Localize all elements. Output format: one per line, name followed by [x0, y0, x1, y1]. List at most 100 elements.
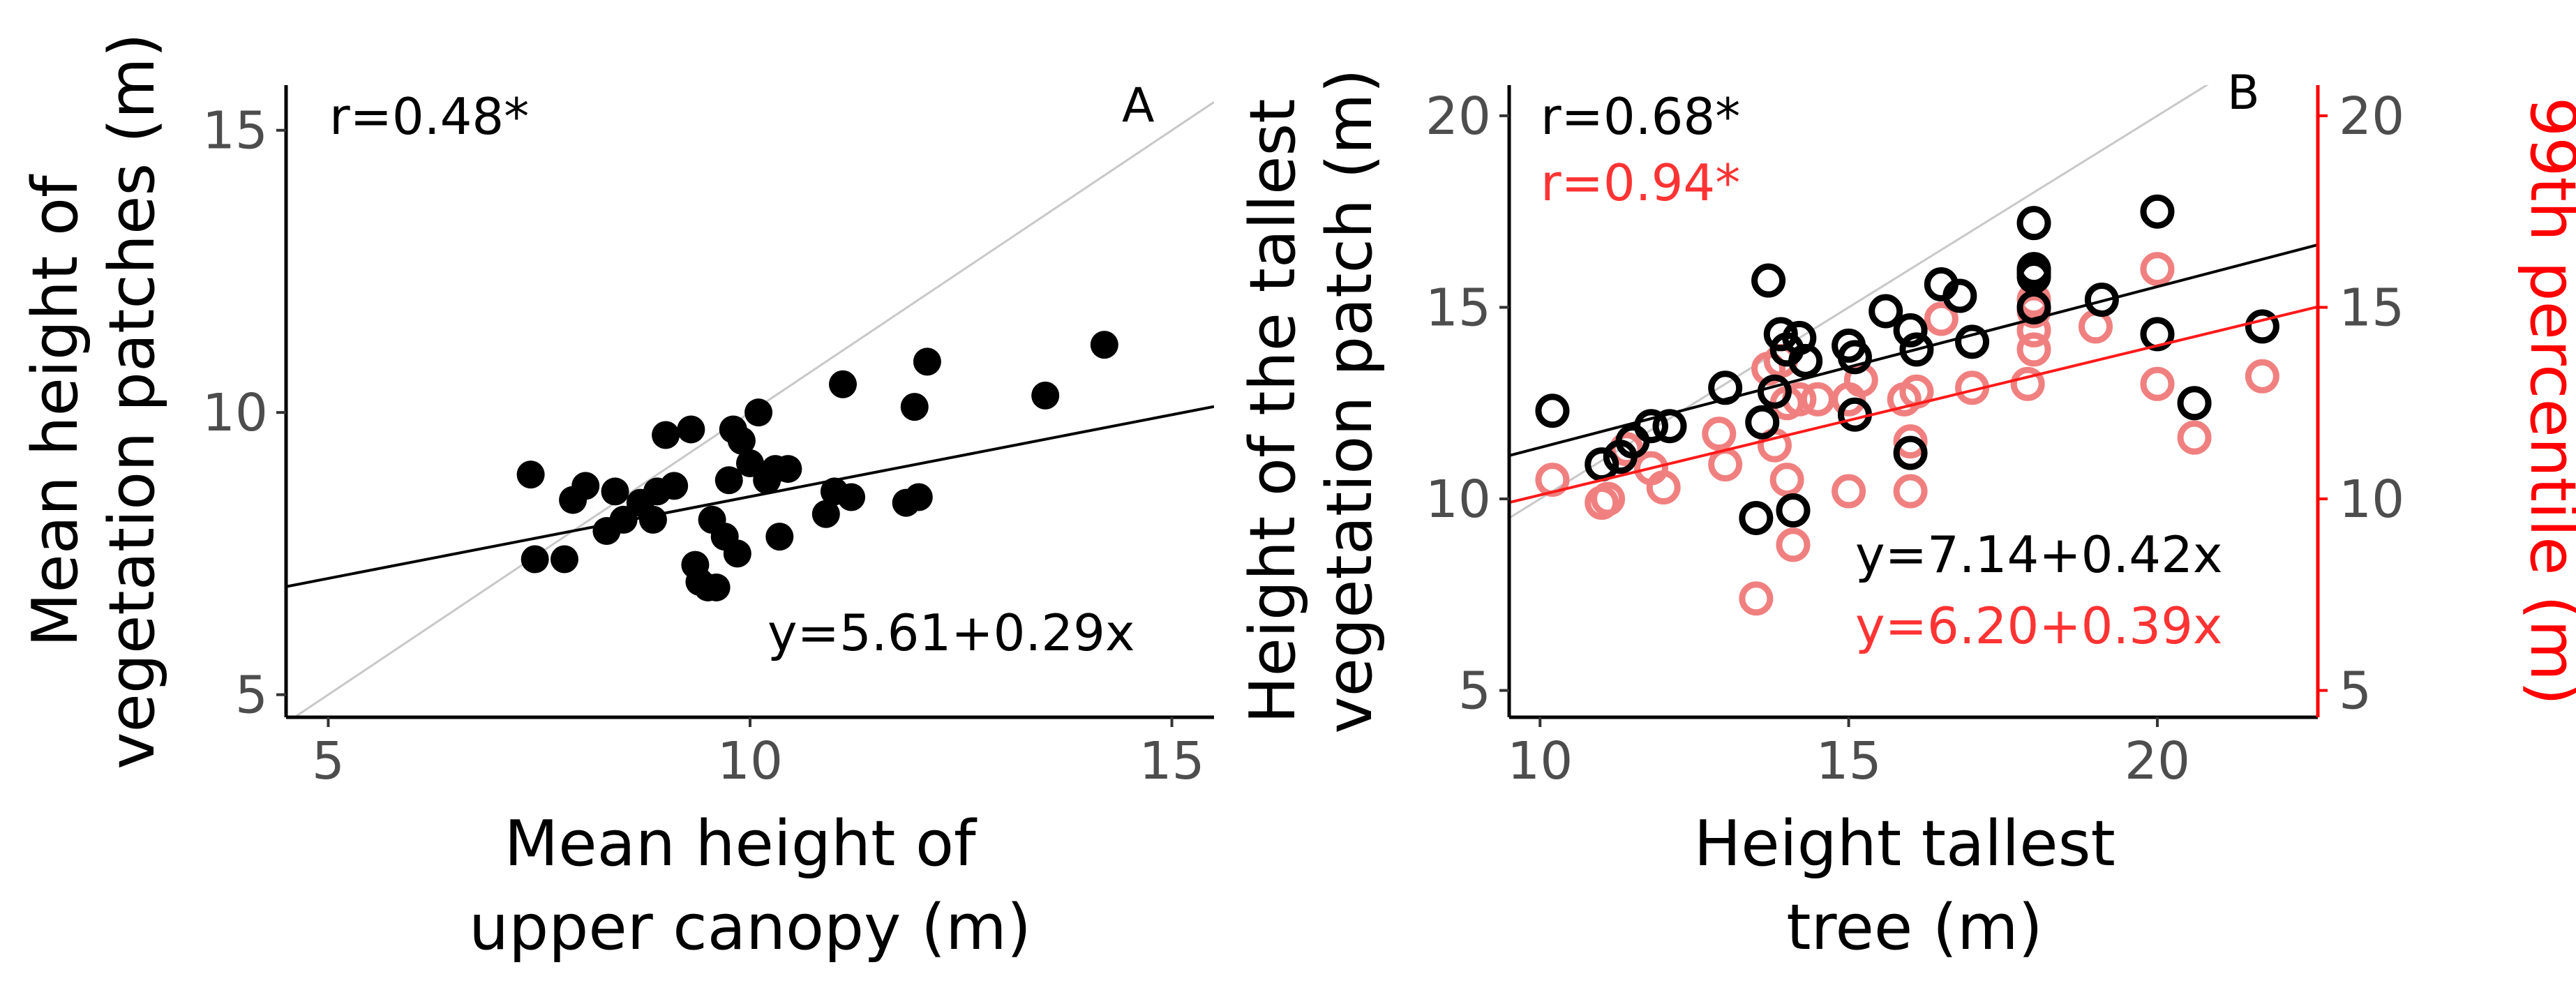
panel-b-point-tallest-patch — [2084, 282, 2119, 317]
panel-b-right-tick-label: 20 — [2339, 87, 2404, 147]
panel-a-y-tick-label: 5 — [235, 666, 268, 726]
panel-a-point — [571, 472, 600, 500]
panel-b-label: B — [2227, 66, 2260, 121]
panel-b-x-title-line-1: Height tallest — [1694, 807, 2116, 881]
panel-a-label: A — [1122, 78, 1155, 133]
panel-b-point-tallest-patch — [1869, 294, 1903, 329]
panel-a-point — [652, 421, 680, 449]
panel-b-point-99th-percentile — [1646, 470, 1681, 505]
panel-a-equation: y=5.61+0.29x — [767, 604, 1135, 662]
panel-a-y-tick-label: 15 — [202, 101, 268, 161]
panel-a-point — [660, 472, 689, 500]
panel-b-point-99th-percentile — [1708, 447, 1743, 482]
panel-a-point — [744, 398, 773, 427]
panel-b-y-tick-label: 10 — [1425, 470, 1491, 530]
panel-b-point-tallest-patch — [1757, 374, 1792, 409]
panel-b-point-99th-percentile — [1832, 474, 1866, 509]
panel-b-point-tallest-patch — [2140, 194, 2175, 229]
panel-a-point — [837, 483, 866, 511]
panel-b-right-axis-title: 99th percentile (m) — [2516, 97, 2576, 705]
panel-a-x-tick-label: 10 — [717, 731, 783, 791]
panel-b-x-tick-label: 20 — [2125, 731, 2190, 791]
panel-b-point-tallest-patch — [1751, 263, 1786, 298]
panel-b-correlation-black: r=0.68* — [1541, 87, 1740, 146]
panel-b-point-99th-percentile — [2010, 366, 2045, 401]
panel-a-point — [727, 426, 756, 455]
panel-a-y-axis-title: Mean height of vegetation patches (m) — [19, 33, 169, 769]
panel-a-point — [774, 455, 802, 484]
panel-a-point — [609, 505, 638, 534]
panel-a-y-title-line-1: Mean height of — [19, 174, 92, 647]
panel-a-point — [904, 483, 933, 511]
panel-a-point — [765, 523, 794, 551]
panel-b-point-tallest-patch — [1837, 340, 1872, 375]
panel-b-point-99th-percentile — [2140, 252, 2175, 287]
panel-a-x-tick-label: 15 — [1139, 731, 1204, 791]
panel-b-y-title-line-1: Height of the tallest — [1236, 98, 1310, 724]
panel-b-fit-line-red — [1509, 305, 2318, 504]
panel-b-point-99th-percentile — [1702, 417, 1737, 451]
panel-b-point-tallest-patch — [2016, 290, 2051, 324]
panel-b-point-tallest-patch — [1585, 447, 1619, 482]
panel-a-x-axis-title: Mean height of upper canopy (m) — [469, 807, 1031, 964]
panel-b-point-99th-percentile — [1893, 424, 1928, 459]
panel-b-point-tallest-patch — [1652, 409, 1687, 444]
panel-a-point — [551, 545, 578, 574]
panel-b-point-tallest-patch — [1535, 394, 1570, 428]
panel-b-point-tallest-patch — [2245, 309, 2279, 344]
panel-a-point — [638, 505, 667, 534]
panel-b-y-tick-label: 20 — [1425, 87, 1491, 147]
panel-a-point — [913, 347, 941, 376]
panel-a-point — [900, 393, 929, 421]
panel-b-y-title-line-2: vegetation patch (m) — [1313, 68, 1386, 733]
panel-b-fit-lines — [1509, 243, 2318, 504]
panel-a-point — [521, 545, 549, 574]
panel-b-point-tallest-patch — [2140, 317, 2175, 352]
panel-b-x-tick-label: 15 — [1816, 731, 1882, 791]
panel-b-point-99th-percentile — [2078, 309, 2113, 344]
panel-a-point — [516, 460, 545, 489]
panel-b-point-99th-percentile — [2245, 359, 2279, 394]
panel-b-point-99th-percentile — [1800, 382, 1835, 417]
panel-b-equation-red: y=6.20+0.39x — [1855, 597, 2223, 655]
panel-b-point-99th-percentile — [1739, 581, 1774, 616]
panel-b-point-99th-percentile — [1899, 374, 1934, 409]
panel-b-point-tallest-patch — [1942, 278, 1977, 313]
panel-b-y-axis-title: Height of the tallest vegetation patch (… — [1236, 68, 1386, 733]
panel-a-x-title-line-1: Mean height of — [504, 807, 978, 881]
panel-a-y-tick-label: 10 — [202, 383, 268, 443]
panel-a-point — [702, 573, 731, 601]
panel-a-points — [516, 331, 1118, 601]
panel-b-point-99th-percentile — [1769, 463, 1804, 497]
panel-b-correlation-red: r=0.94* — [1541, 153, 1740, 212]
panel-b-point-tallest-patch — [1739, 500, 1774, 535]
panel-a-axes: 5 10 15 5 10 15 — [202, 85, 1214, 791]
panel-b-equation-black: y=7.14+0.42x — [1855, 525, 2223, 584]
panel-b-right-tick-label: 5 — [2339, 661, 2372, 721]
panel-b-point-99th-percentile — [1893, 474, 1928, 509]
panel-a-point — [723, 539, 751, 568]
panel-a-x-tick-label: 5 — [312, 731, 345, 791]
panel-b-point-tallest-patch — [1899, 332, 1934, 367]
panel-a-fit-line — [286, 405, 1214, 588]
panel-a-point — [601, 477, 629, 506]
panel-b-point-99th-percentile — [2016, 332, 2051, 367]
panel-a-chart: 5 10 15 5 10 15 r=0.48* A y=5.61+0.29x Mean h… — [19, 33, 1214, 964]
panel-b-point-99th-percentile — [2177, 420, 2212, 455]
panel-b-x-tick-label: 10 — [1507, 731, 1573, 791]
panel-a-point — [829, 370, 857, 398]
panel-b-fit-line-black — [1509, 243, 2318, 457]
panel-b-y-tick-label: 15 — [1425, 278, 1491, 338]
panel-b-point-tallest-patch — [1745, 405, 1780, 440]
panel-b-point-tallest-patch — [1893, 435, 1928, 470]
panel-b-point-tallest-patch — [1788, 343, 1823, 378]
panel-b-point-tallest-patch — [1763, 317, 1798, 352]
panel-b-right-tick-label: 10 — [2339, 470, 2404, 530]
panel-b-point-tallest-patch — [1708, 370, 1743, 405]
panel-a-y-title-line-2: vegetation patches (m) — [96, 33, 169, 769]
panel-a-x-title-line-2: upper canopy (m) — [469, 891, 1031, 964]
panel-b-point-99th-percentile — [1535, 463, 1570, 497]
panel-a-correlation: r=0.48* — [329, 87, 529, 146]
panel-b-x-axis-title: Height tallest tree (m) — [1694, 807, 2136, 964]
panel-b-chart: 10 15 20 5 10 15 20 5 10 15 20 r=0.68* r=0.94* B y… — [1236, 66, 2576, 964]
